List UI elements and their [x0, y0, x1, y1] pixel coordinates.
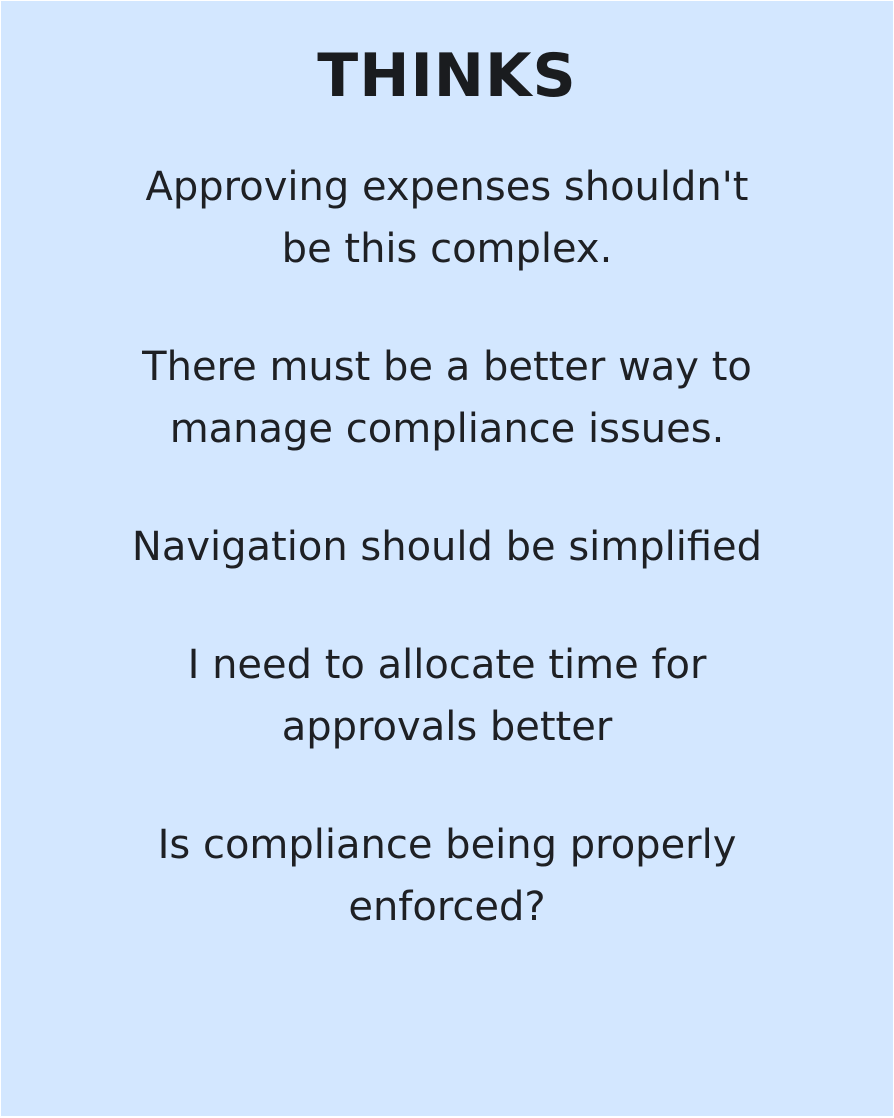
card-title: THINKS: [317, 41, 577, 111]
thought-line: enforced?: [348, 884, 546, 930]
thought-item: There must be a better way to manage com…: [1, 336, 893, 460]
thought-line: Is compliance being properly: [157, 822, 737, 868]
thought-line: approvals better: [281, 704, 613, 750]
thought-item: I need to allocate time for approvals be…: [1, 634, 893, 758]
thought-item: Navigation should be simplified: [1, 516, 893, 578]
thought-line: Navigation should be simplified: [131, 524, 763, 570]
thought-item: Approving expenses shouldn't be this com…: [1, 156, 893, 280]
thought-line: be this complex.: [281, 226, 613, 272]
thoughts-list: Approving expenses shouldn't be this com…: [1, 156, 893, 938]
thought-item: Is compliance being properly enforced?: [1, 814, 893, 938]
thought-line: manage compliance issues.: [169, 406, 725, 452]
thought-line: I need to allocate time for: [187, 642, 707, 688]
thought-line: There must be a better way to: [142, 344, 752, 390]
thought-line: Approving expenses shouldn't: [145, 164, 749, 210]
